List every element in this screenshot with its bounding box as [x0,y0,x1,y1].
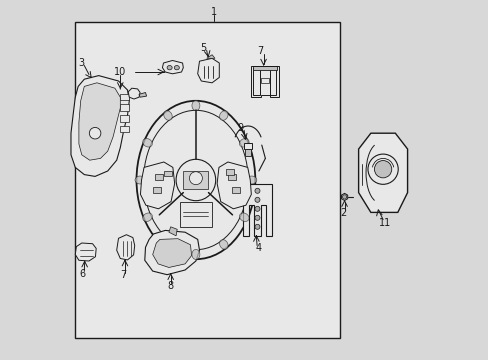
Text: 4: 4 [255,243,262,253]
Bar [227,174,235,180]
Polygon shape [128,88,140,99]
Bar [120,104,129,111]
Ellipse shape [142,213,152,221]
Polygon shape [139,93,146,97]
Text: 3: 3 [78,58,84,68]
Circle shape [254,215,260,220]
Bar [155,174,163,180]
Polygon shape [117,235,134,260]
Ellipse shape [135,176,145,184]
Ellipse shape [192,249,200,260]
Circle shape [367,154,397,184]
Bar [183,171,208,189]
Text: 1: 1 [210,6,217,17]
Circle shape [254,224,260,229]
Polygon shape [152,239,191,267]
Ellipse shape [163,111,172,120]
Polygon shape [75,243,96,261]
Bar [232,187,240,193]
Circle shape [342,195,346,199]
Bar [163,171,171,176]
Text: 2: 2 [340,208,346,218]
Text: 10: 10 [114,67,126,77]
Ellipse shape [142,139,152,147]
Ellipse shape [143,110,248,250]
Circle shape [374,161,391,178]
Ellipse shape [163,240,172,249]
Text: 5: 5 [200,42,206,53]
Circle shape [254,197,260,202]
Bar [225,169,234,175]
Polygon shape [197,58,219,83]
Ellipse shape [239,139,248,147]
Polygon shape [162,60,183,74]
Bar [244,149,250,156]
Circle shape [89,127,101,139]
Ellipse shape [174,66,179,70]
Bar [252,66,277,70]
Bar [120,126,129,132]
Polygon shape [79,83,120,160]
Polygon shape [71,76,129,176]
Bar [179,202,212,227]
Text: 11: 11 [378,218,390,228]
Bar [244,143,252,149]
Polygon shape [217,162,251,209]
Ellipse shape [246,176,256,184]
Ellipse shape [136,101,255,259]
Ellipse shape [239,213,248,221]
Circle shape [254,206,260,211]
Circle shape [189,172,202,185]
Ellipse shape [192,100,200,111]
Polygon shape [140,162,174,209]
Text: 7: 7 [257,46,264,56]
Bar [120,94,129,100]
Circle shape [254,188,260,193]
Text: 6: 6 [79,269,85,279]
Polygon shape [242,184,272,236]
Ellipse shape [219,111,227,120]
Ellipse shape [167,66,172,70]
Bar [75,22,339,338]
Bar [253,68,260,95]
Polygon shape [168,227,177,236]
Polygon shape [341,193,347,201]
Polygon shape [206,55,215,58]
Ellipse shape [219,240,227,249]
Bar [120,115,129,122]
Polygon shape [144,230,199,275]
Bar [269,68,276,95]
Text: 9: 9 [237,123,244,133]
Bar [260,78,268,83]
Bar [153,187,161,193]
Polygon shape [358,133,407,212]
Text: 7: 7 [120,270,126,280]
Text: 8: 8 [167,281,173,291]
Ellipse shape [176,159,215,201]
